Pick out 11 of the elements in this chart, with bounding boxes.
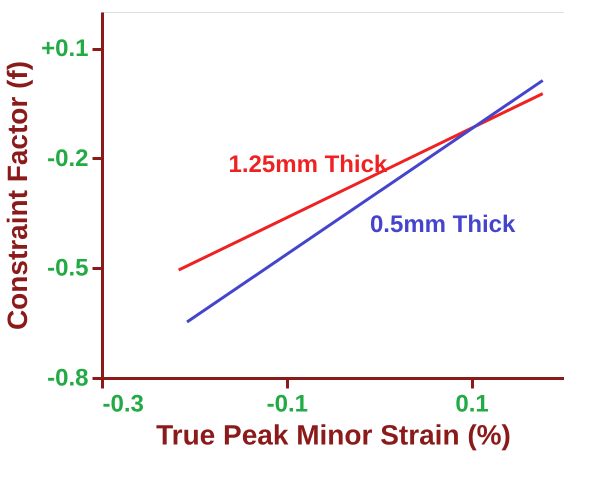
x-tick-label: -0.3: [102, 390, 144, 418]
y-tick-label: -0.8: [47, 364, 88, 392]
series-label: 1.25mm Thick: [228, 151, 388, 178]
x-tick-label: 0.1: [455, 390, 489, 418]
y-tick-label: -0.5: [47, 254, 88, 282]
y-tick-label: -0.2: [47, 144, 88, 172]
x-tick-label: -0.1: [266, 390, 308, 418]
series-label: 0.5mm Thick: [370, 211, 516, 238]
x-axis-title: True Peak Minor Strain (%): [156, 420, 511, 450]
y-tick-label: +0.1: [41, 35, 88, 62]
y-axis-title: Constraint Factor (f): [2, 60, 34, 330]
